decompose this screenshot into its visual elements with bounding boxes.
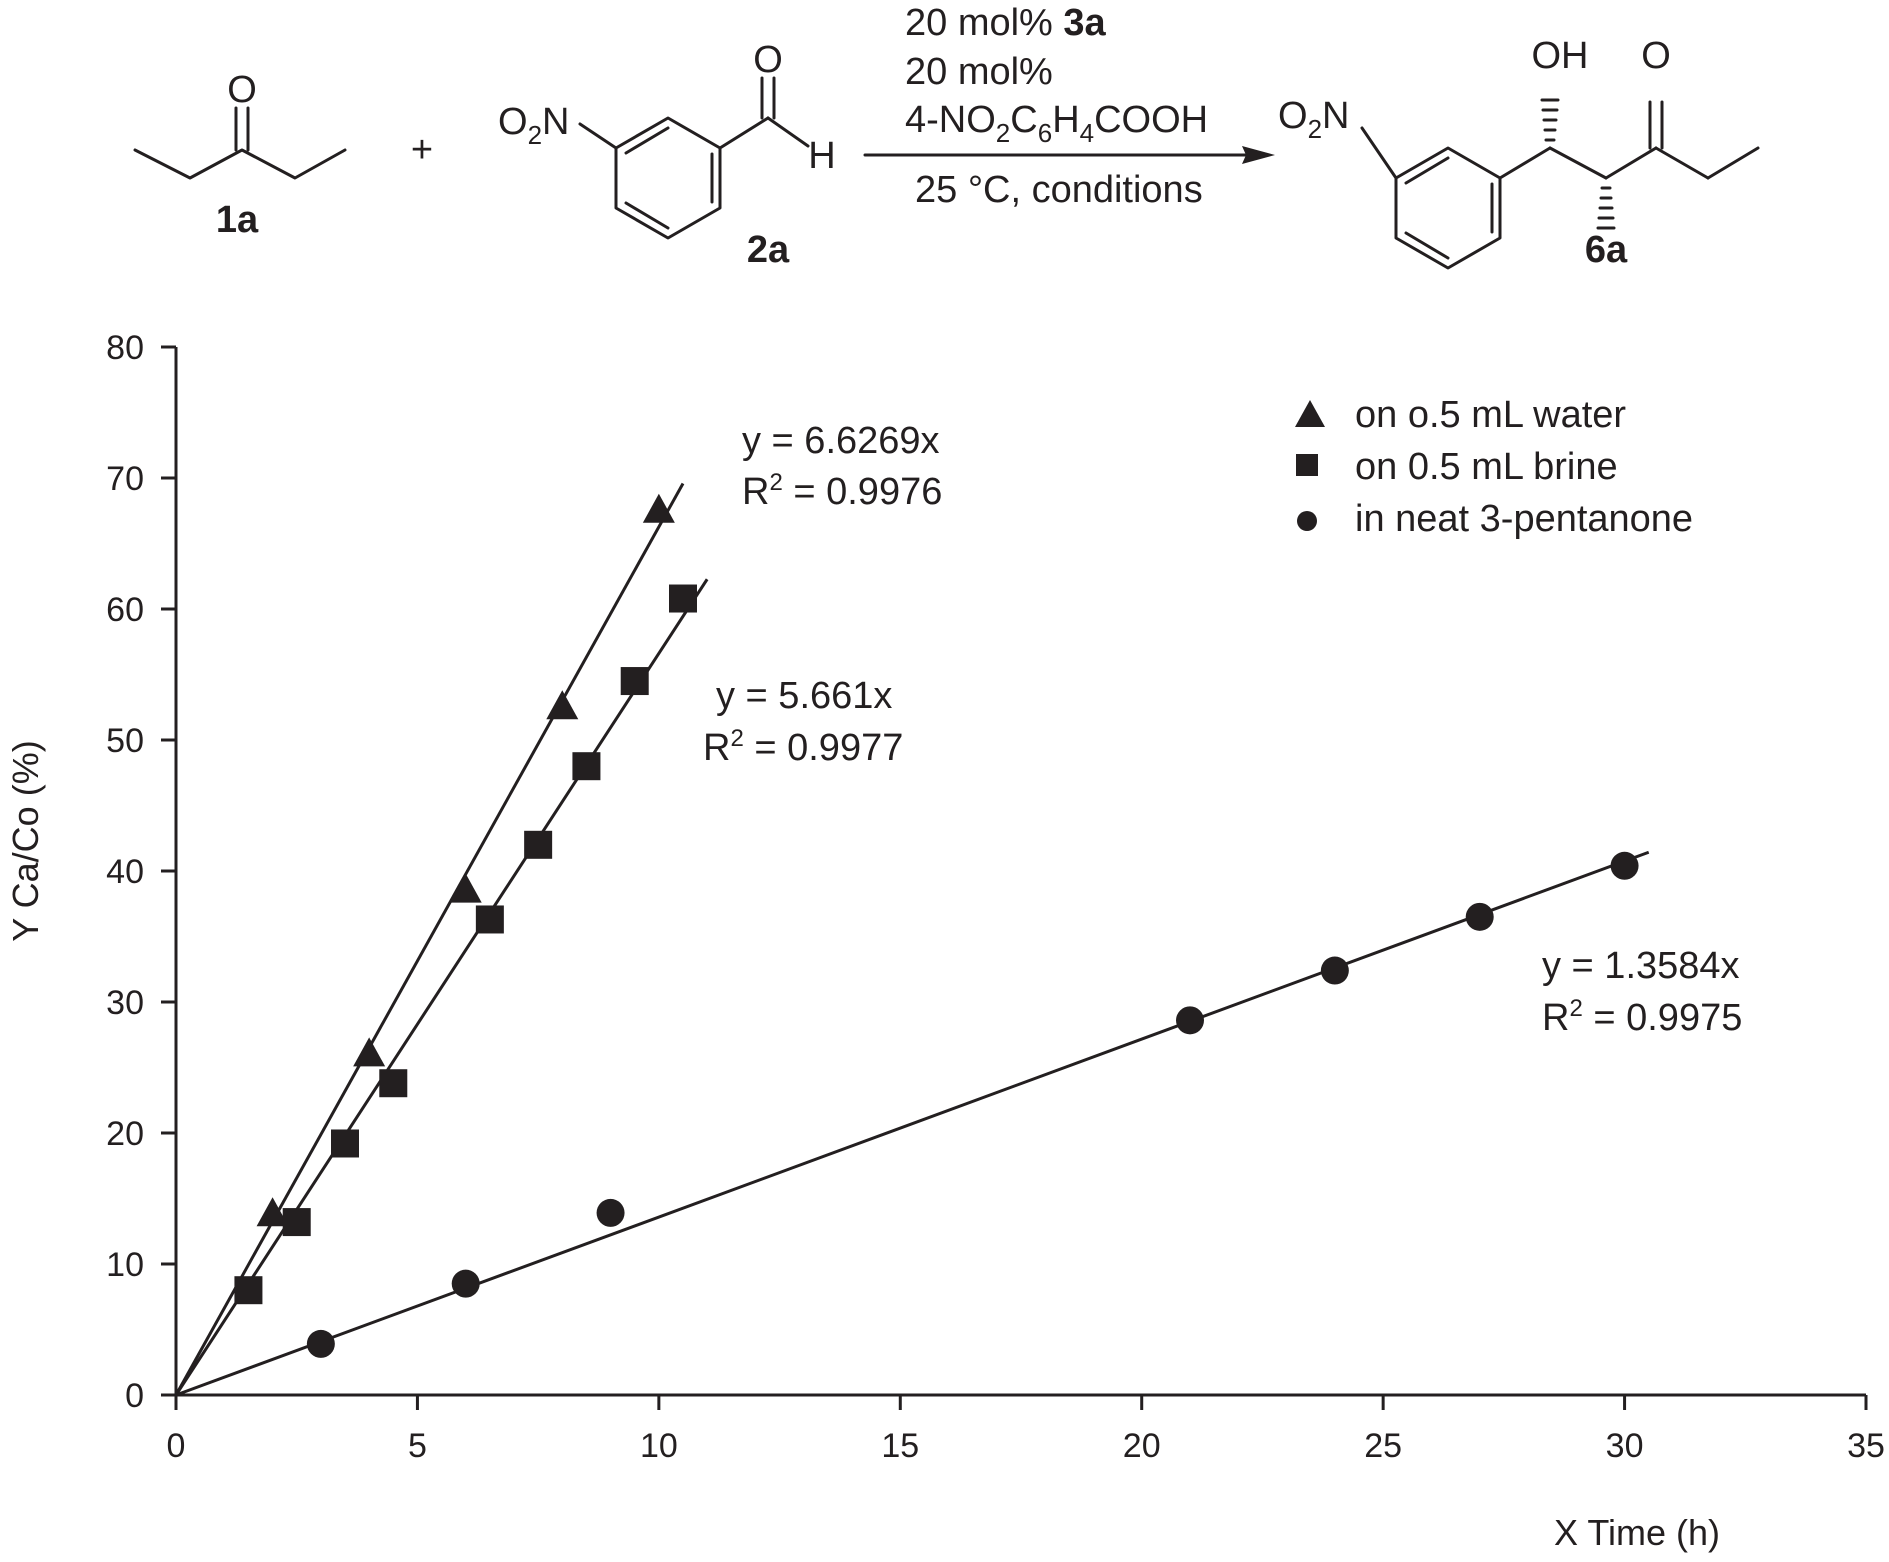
carbonyl-oxygen-label: O <box>227 69 257 111</box>
y-axis-label: Y Ca/Co (%) <box>5 740 46 941</box>
data-point-neat <box>1465 902 1494 931</box>
fit-equation-neat: y = 1.3584x R2 = 0.9975 <box>1542 945 1742 1039</box>
reactant-3-pentanone: O 1a <box>133 69 347 241</box>
fit-lines <box>174 482 1650 1397</box>
triangle-marker-icon <box>1295 400 1325 427</box>
data-point-neat <box>1176 1006 1204 1035</box>
x-tick-label: 10 <box>640 1427 678 1465</box>
data-point-water <box>449 873 482 903</box>
chart-axes: 0 5 10 15 20 25 30 35 0 10 20 30 40 50 60 70 80 <box>106 329 1885 1465</box>
condition-loading: 20 mol% <box>905 51 1053 93</box>
arrow-head-icon <box>1242 146 1275 164</box>
x-tick-label: 30 <box>1606 1427 1644 1465</box>
y-tick-label: 30 <box>106 984 144 1022</box>
y-tick-label: 50 <box>106 722 144 760</box>
data-point-brine <box>331 1129 359 1158</box>
r-squared-water: R2 = 0.9976 <box>742 469 942 513</box>
data-point-brine <box>524 830 553 859</box>
aldehyde-oxygen-label: O <box>753 39 783 81</box>
data-point-brine <box>669 584 697 613</box>
y-tick-label: 80 <box>106 329 144 367</box>
x-tick-label: 35 <box>1847 1427 1885 1465</box>
fit-line-brine <box>174 578 709 1396</box>
data-point-water <box>642 493 675 523</box>
compound-label-2a: 2a <box>747 229 790 271</box>
product-aldol: OH O O2N 6a <box>1278 35 1760 271</box>
data-point-neat <box>1320 956 1349 985</box>
reactant-3-nitrobenzaldehyde: O H O2N 2a <box>498 39 836 271</box>
compound-label-6a: 6a <box>1585 229 1628 271</box>
x-tick-label: 5 <box>408 1427 427 1465</box>
data-point-brine <box>282 1208 311 1237</box>
equation-brine: y = 5.661x <box>716 675 892 717</box>
y-tick-label: 60 <box>106 591 144 629</box>
r-squared-brine: R2 = 0.9977 <box>703 725 903 769</box>
equation-water: y = 6.6269x <box>742 420 940 462</box>
legend-item-water: on o.5 mL water <box>1295 394 1626 436</box>
legend: on o.5 mL water on 0.5 mL brine in neat … <box>1295 394 1693 540</box>
ketone-oxygen-label: O <box>1641 35 1671 77</box>
data-point-water <box>353 1037 386 1067</box>
x-tick-label: 15 <box>881 1427 919 1465</box>
hashed-wedge-oh <box>1540 98 1560 142</box>
data-point-brine <box>620 667 649 696</box>
data-point-brine <box>234 1276 263 1305</box>
x-tick-label: 25 <box>1364 1427 1402 1465</box>
data-point-brine <box>572 752 601 781</box>
fit-equation-brine: y = 5.661x R2 = 0.9977 <box>703 675 903 769</box>
x-tick-label: 0 <box>167 1427 186 1465</box>
product-nitro-label: O2N <box>1278 95 1349 144</box>
circle-marker-icon <box>1297 511 1317 531</box>
data-point-neat <box>596 1198 625 1227</box>
fit-equation-water: y = 6.6269x R2 = 0.9976 <box>742 420 942 513</box>
y-tick-label: 20 <box>106 1115 144 1153</box>
data-point-water <box>546 690 579 720</box>
r-squared-neat: R2 = 0.9975 <box>1542 995 1742 1039</box>
data-point-brine <box>379 1069 408 1098</box>
square-marker-icon <box>1296 454 1318 476</box>
x-tick-label: 20 <box>1123 1427 1161 1465</box>
fit-line-water <box>174 482 685 1396</box>
fit-line-neat <box>175 850 1650 1397</box>
nitro-group-label: O2N <box>498 101 569 150</box>
legend-item-brine: on 0.5 mL brine <box>1296 446 1618 488</box>
condition-catalyst: 20 mol% 3a <box>905 2 1107 44</box>
data-point-brine <box>475 905 504 934</box>
legend-item-neat: in neat 3-pentanone <box>1297 498 1693 540</box>
compound-label-1a: 1a <box>216 199 259 241</box>
y-tick-label: 10 <box>106 1246 144 1284</box>
x-axis-label: X Time (h) <box>1554 1512 1720 1553</box>
y-tick-label: 40 <box>106 853 144 891</box>
legend-label-brine: on 0.5 mL brine <box>1355 446 1618 488</box>
aldehyde-hydrogen-label: H <box>808 135 835 177</box>
data-point-neat <box>306 1329 335 1358</box>
legend-label-neat: in neat 3-pentanone <box>1355 498 1693 540</box>
hashed-wedge-methyl <box>1596 186 1616 230</box>
y-tick-label: 0 <box>125 1377 144 1415</box>
data-point-water <box>256 1197 289 1227</box>
reaction-conditions: 20 mol% 3a 20 mol% 4-NO2C6H4COOH 25 °C, … <box>863 2 1275 211</box>
data-points <box>234 493 1639 1358</box>
reaction-scheme: O 1a + O H O2N 2a 20 mol% 3a 20 mol% 4-N… <box>133 2 1760 271</box>
condition-temperature: 25 °C, conditions <box>915 169 1203 211</box>
legend-label-water: on o.5 mL water <box>1355 394 1626 436</box>
data-point-neat <box>451 1269 480 1298</box>
condition-acid: 4-NO2C6H4COOH <box>905 99 1208 148</box>
data-point-neat <box>1610 851 1639 880</box>
y-tick-label: 70 <box>106 460 144 498</box>
hydroxyl-label: OH <box>1532 35 1589 77</box>
plus-sign: + <box>411 129 433 171</box>
equation-neat: y = 1.3584x <box>1542 945 1740 987</box>
